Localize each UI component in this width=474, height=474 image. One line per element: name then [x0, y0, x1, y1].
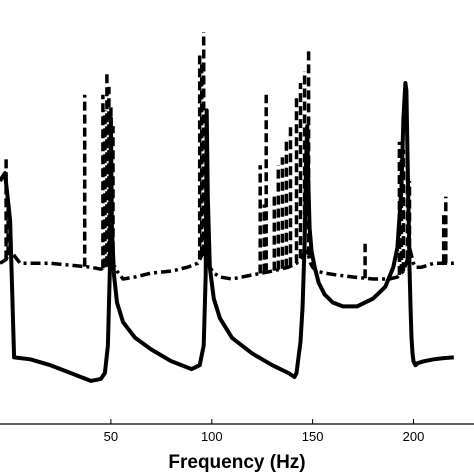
x-axis-title: Frequency (Hz) [168, 452, 305, 473]
x-tick-label: 200 [403, 429, 425, 444]
series-dash-dot-line [0, 245, 454, 281]
x-tick-label: 100 [201, 429, 223, 444]
x-tick-layer: 50 100 150 200 [104, 419, 425, 444]
x-tick-label: 50 [104, 429, 118, 444]
x-tick-label: 150 [302, 429, 324, 444]
series-layer [0, 32, 454, 383]
series-dashed-spikes [4, 32, 448, 279]
